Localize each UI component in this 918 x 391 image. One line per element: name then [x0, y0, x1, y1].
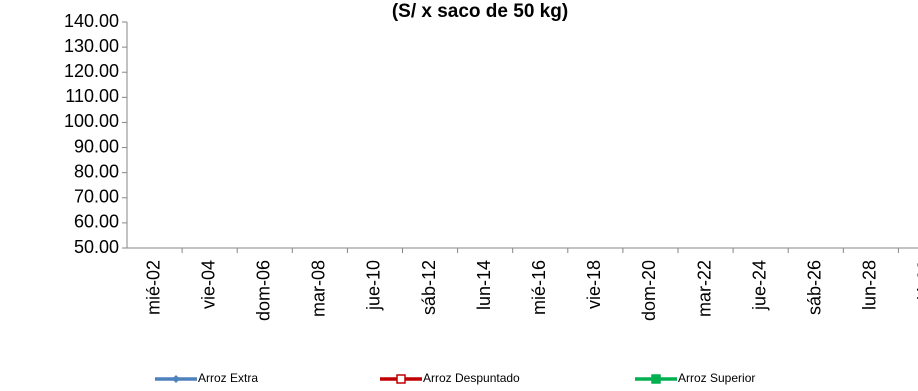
legend-label: Arroz Extra — [198, 371, 258, 385]
x-tick-label: jue-24 — [749, 260, 769, 311]
legend-label: Arroz Superior — [678, 371, 755, 385]
x-tick-label: mié-16 — [529, 260, 549, 315]
y-tick-label: 120.00 — [64, 61, 119, 81]
y-tick-label: 90.00 — [74, 136, 119, 156]
x-tick-label: mié-02 — [143, 260, 163, 315]
x-tick-label: lun-28 — [860, 260, 880, 310]
x-tick-label: jue-10 — [364, 260, 384, 311]
y-tick-label: 80.00 — [74, 161, 119, 181]
x-tick-label: vie-18 — [584, 260, 604, 309]
y-tick-label: 110.00 — [65, 86, 119, 106]
x-tick-label: mar-08 — [309, 260, 329, 317]
x-tick-label: sáb-12 — [419, 260, 439, 315]
x-tick-label: vie-04 — [198, 260, 218, 309]
y-tick-label: 100.00 — [64, 111, 119, 131]
x-tick-label: mié-02 — [915, 260, 918, 315]
x-tick-label: dom-20 — [639, 260, 659, 321]
y-tick-label: 60.00 — [74, 212, 119, 232]
chart-title: (S/ x saco de 50 kg) — [392, 1, 568, 22]
y-tick-label: 130.00 — [64, 36, 119, 56]
x-tick-label: mar-22 — [694, 260, 714, 317]
x-tick-label: sáb-26 — [805, 260, 825, 315]
legend-marker — [172, 375, 180, 383]
legend-marker — [651, 374, 661, 384]
legend-marker — [396, 374, 406, 384]
x-tick-label: dom-06 — [254, 260, 274, 321]
legend-label: Arroz Despuntado — [423, 371, 520, 385]
y-tick-label: 50.00 — [74, 237, 119, 257]
y-tick-label: 140.00 — [64, 11, 119, 31]
y-tick-label: 70.00 — [74, 187, 119, 207]
x-tick-label: lun-14 — [474, 260, 494, 310]
